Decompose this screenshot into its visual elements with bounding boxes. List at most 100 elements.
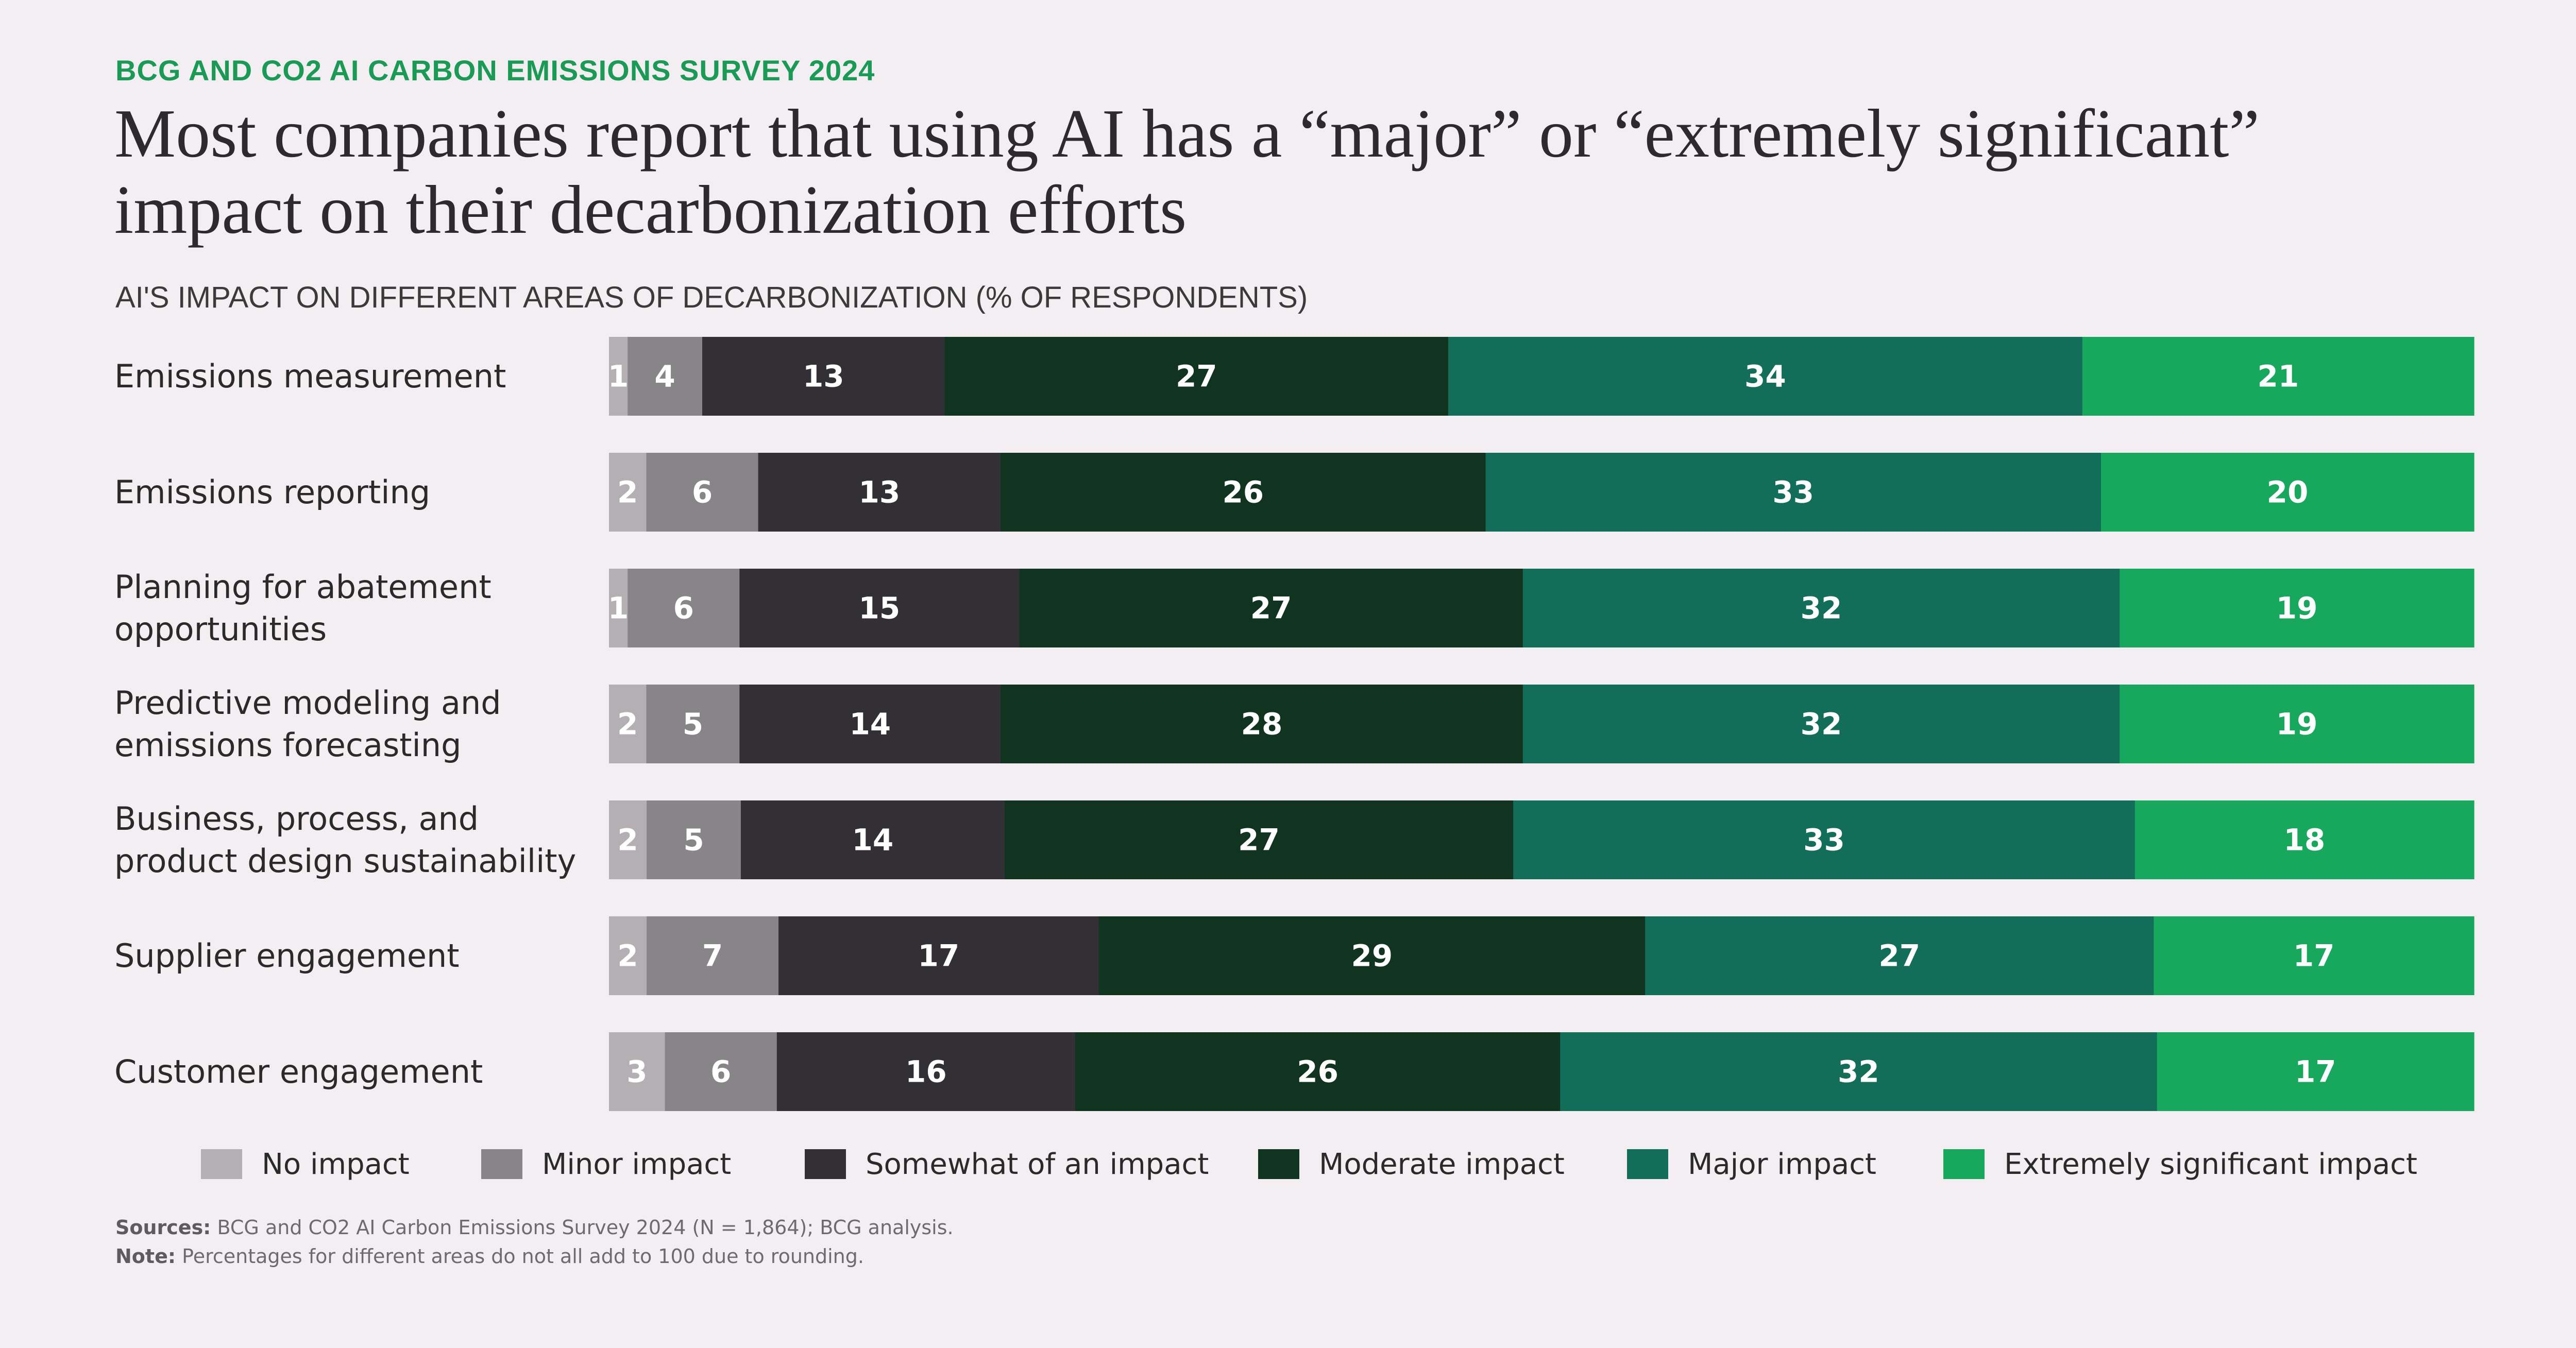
bar-segment: [2120, 569, 2475, 647]
data-label: 1: [608, 359, 629, 394]
bar-segment: [609, 453, 647, 532]
data-label: 6: [710, 1054, 731, 1089]
category-label: Predictive modeling and emissions foreca…: [114, 684, 599, 764]
legend-swatch: [481, 1149, 522, 1179]
data-label: 19: [2276, 707, 2318, 742]
bar-segment: [1448, 337, 2083, 416]
bar-segment: [2134, 800, 2475, 879]
data-label: 14: [849, 707, 891, 742]
page-title: Most companies report that using AI has …: [114, 95, 2260, 248]
bar-segment: [702, 337, 945, 416]
bar-segment: [665, 1032, 777, 1111]
category-label-text: Emissions reporting: [114, 473, 431, 511]
category-label-text: Predictive modeling and emissions foreca…: [114, 684, 501, 764]
category-label-text: Emissions measurement: [114, 357, 506, 395]
category-label-text: Supplier engagement: [114, 936, 460, 975]
bar-segment: [944, 337, 1449, 416]
bar-segment: [778, 916, 1099, 995]
note-label: Note:: [115, 1245, 176, 1268]
data-label: 17: [2293, 939, 2335, 974]
data-label: 26: [1297, 1054, 1338, 1089]
category-label-text: Business, process, and product design su…: [114, 799, 577, 880]
bar-segment: [758, 453, 1001, 532]
data-label: 32: [1801, 591, 1842, 626]
bar-segment: [1560, 1032, 2158, 1111]
bar-segment: [1513, 800, 2136, 879]
legend-swatch: [805, 1149, 846, 1179]
chart-subtitle: AI'S IMPACT ON DIFFERENT AREAS OF DECARB…: [115, 281, 1308, 314]
data-label: 1: [608, 591, 629, 626]
bar-segment: [609, 685, 647, 763]
data-label: 15: [859, 591, 901, 626]
bar-segment: [646, 685, 740, 763]
legend-swatch: [1943, 1149, 1985, 1179]
data-label: 18: [2284, 823, 2326, 858]
legend-label: Major impact: [1688, 1147, 1876, 1181]
data-label: 28: [1241, 707, 1283, 742]
bar-segment: [1522, 569, 2120, 647]
data-label: 26: [1222, 475, 1264, 510]
footnotes: Sources: BCG and CO2 AI Carbon Emissions…: [115, 1213, 954, 1271]
note-text: Percentages for different areas do not a…: [182, 1245, 864, 1268]
category-label-text: Planning for abatement opportunities: [114, 568, 492, 648]
data-label: 6: [673, 591, 694, 626]
bar-segment: [2101, 453, 2475, 532]
legend-item: Somewhat of an impact: [805, 1145, 1209, 1184]
legend-label: Minor impact: [542, 1147, 732, 1181]
bar-segment: [1485, 453, 2102, 532]
sources-label: Sources:: [115, 1216, 211, 1239]
chart-legend: No impact Minor impact Somewhat of an impa…: [201, 1145, 2468, 1184]
bar-segment: [1645, 916, 2154, 995]
data-label: 33: [1772, 475, 1814, 510]
bar-segment: [740, 800, 1005, 879]
bar-segment: [628, 569, 740, 647]
data-label: 29: [1351, 939, 1393, 974]
bar-segment: [739, 569, 1020, 647]
bar-segment: [776, 1032, 1076, 1111]
legend-swatch: [1258, 1149, 1299, 1179]
bar-segment: [1019, 569, 1523, 647]
bar-segment: [609, 800, 647, 879]
legend-item: Major impact: [1627, 1145, 1876, 1184]
data-label: 27: [1176, 359, 1217, 394]
data-label: 34: [1744, 359, 1786, 394]
category-label-text: Customer engagement: [114, 1052, 483, 1090]
note-line: Note: Percentages for different areas do…: [115, 1242, 954, 1271]
data-label: 4: [654, 359, 675, 394]
bar-segment: [2082, 337, 2475, 416]
data-label: 5: [683, 823, 704, 858]
category-label: Emissions measurement: [114, 337, 599, 416]
legend-swatch: [1627, 1149, 1668, 1179]
bar-segment: [647, 800, 741, 879]
bar-segment: [1098, 916, 1646, 995]
sources-text: BCG and CO2 AI Carbon Emissions Survey 2…: [217, 1216, 954, 1239]
data-label: 27: [1878, 939, 1920, 974]
data-label: 32: [1838, 1054, 1879, 1089]
bar-segment: [2154, 916, 2475, 995]
data-label: 32: [1801, 707, 1842, 742]
legend-label: Extremely significant impact: [2004, 1147, 2417, 1181]
legend-label: Somewhat of an impact: [866, 1147, 1209, 1181]
data-label: 19: [2276, 591, 2318, 626]
data-label: 6: [692, 475, 713, 510]
category-label: Customer engagement: [114, 1032, 599, 1111]
bar-segment: [628, 337, 703, 416]
data-label: 3: [626, 1054, 647, 1089]
data-label: 20: [2267, 475, 2309, 510]
data-label: 2: [617, 939, 638, 974]
legend-item: No impact: [201, 1145, 410, 1184]
data-label: 14: [852, 823, 894, 858]
bar-segment: [609, 916, 647, 995]
data-label: 2: [617, 475, 638, 510]
data-label: 16: [905, 1054, 947, 1089]
bar-segment: [1522, 685, 2120, 763]
category-label: Emissions reporting: [114, 453, 599, 532]
bar-segment: [609, 1032, 666, 1111]
bar-segment: [2120, 685, 2475, 763]
data-label: 5: [683, 707, 703, 742]
bar-segment: [1001, 453, 1486, 532]
category-label: Supplier engagement: [114, 916, 599, 995]
bar-segment: [609, 337, 628, 416]
data-label: 7: [702, 939, 723, 974]
